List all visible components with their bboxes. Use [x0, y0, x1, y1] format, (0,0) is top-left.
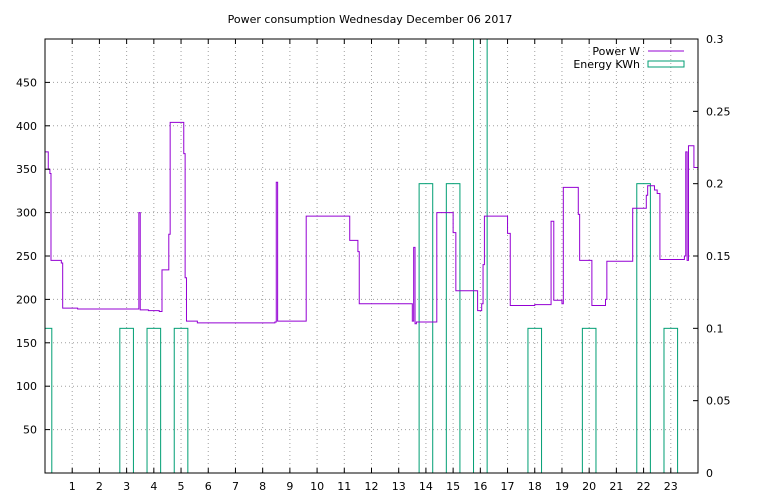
grid-lines — [45, 39, 698, 473]
chart-title: Power consumption Wednesday December 06 … — [228, 13, 513, 26]
x-tick-label: 6 — [205, 480, 212, 493]
y-tick-label: 250 — [16, 250, 37, 263]
y-tick-label: 100 — [16, 380, 37, 393]
y2-tick-label: 0.3 — [706, 33, 724, 46]
y2-tick-label: 0.1 — [706, 322, 724, 335]
legend-label-power: Power W — [592, 45, 640, 58]
energy-bar — [44, 327, 53, 474]
y2-tick-label: 0.2 — [706, 178, 724, 191]
y2-tick-label: 0 — [706, 467, 713, 480]
power-line — [45, 121, 698, 325]
x-tick-label: 12 — [365, 480, 379, 493]
x-tick-label: 5 — [178, 480, 185, 493]
x-tick-label: 15 — [446, 480, 460, 493]
y-tick-label: 150 — [16, 337, 37, 350]
legend: Power W Energy KWh — [573, 45, 685, 71]
x-tick-label: 13 — [392, 480, 406, 493]
y-tick-label: 50 — [23, 424, 37, 437]
y-tick-label: 350 — [16, 163, 37, 176]
x-tick-label: 7 — [232, 480, 239, 493]
x-tick-label: 16 — [473, 480, 487, 493]
x-tick-label: 8 — [259, 480, 266, 493]
x-tick-label: 10 — [310, 480, 324, 493]
x-tick-label: 1 — [69, 480, 76, 493]
x-tick-label: 4 — [150, 480, 157, 493]
x-tick-label: 11 — [337, 480, 351, 493]
x-tick-label: 23 — [664, 480, 678, 493]
y2-tick-label: 0.05 — [706, 395, 731, 408]
x-tick-label: 3 — [123, 480, 130, 493]
x-tick-label: 9 — [286, 480, 293, 493]
y-tick-label: 200 — [16, 293, 37, 306]
x-tick-label: 2 — [96, 480, 103, 493]
power-series — [45, 121, 698, 325]
x-tick-label: 22 — [637, 480, 651, 493]
x-tick-label: 14 — [419, 480, 433, 493]
y-tick-label: 300 — [16, 207, 37, 220]
x-tick-label: 20 — [582, 480, 596, 493]
y-tick-label: 450 — [16, 76, 37, 89]
x-tick-label: 18 — [528, 480, 542, 493]
legend-label-energy: Energy KWh — [573, 58, 640, 71]
y2-tick-label: 0.25 — [706, 105, 731, 118]
x-tick-label: 19 — [555, 480, 569, 493]
y-tick-label: 400 — [16, 120, 37, 133]
x-tick-label: 21 — [609, 480, 623, 493]
legend-swatch-energy — [647, 60, 685, 68]
x-tick-label: 17 — [501, 480, 515, 493]
axis-ticks: 1 2 3 4 5 6 7 8 9 10 11 12 13 14 15 16 17 18 19 20 21 22 23501… — [16, 33, 731, 493]
y2-tick-label: 0.15 — [706, 250, 731, 263]
